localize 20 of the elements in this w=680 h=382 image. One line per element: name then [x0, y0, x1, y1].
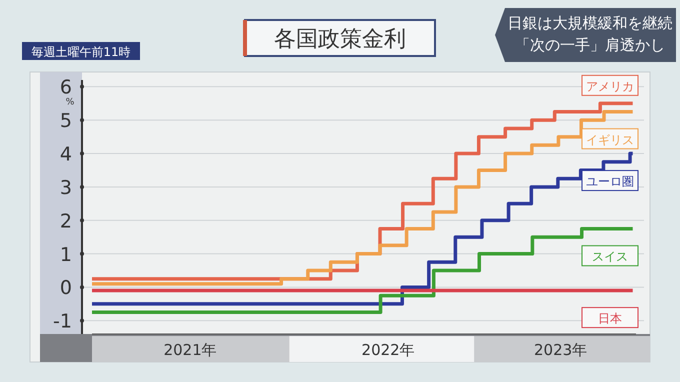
chart-subtitle: 日銀は大規模緩和を継続「次の一手」肩透かし [508, 14, 672, 54]
chart-title: 各国政策金利 [274, 27, 406, 52]
x-tick-label: 2021年 [164, 341, 217, 359]
series-label: アメリカ [586, 79, 634, 94]
y-tick-label: 3 [60, 176, 72, 199]
series-label: ユーロ圏 [586, 174, 634, 189]
y-tick-label: 4 [60, 144, 72, 166]
series-label: 日本 [598, 312, 622, 326]
y-tick-label: -1 [53, 310, 72, 333]
y-tick-label: 5 [60, 110, 72, 132]
y-tick-label: 1 [60, 244, 72, 266]
series-label: スイス [592, 250, 628, 264]
y-tick-label: 2 [60, 210, 72, 232]
series-label: イギリス [586, 132, 634, 147]
y-axis-title: % [66, 98, 75, 108]
x-tick-label: 2023年 [534, 341, 588, 359]
x-tick-label: 2022年 [362, 341, 415, 359]
text: 毎週土曜午前11時 [31, 45, 131, 59]
y-tick-label: 0 [60, 277, 72, 300]
y-tick-label: 6 [60, 76, 72, 99]
